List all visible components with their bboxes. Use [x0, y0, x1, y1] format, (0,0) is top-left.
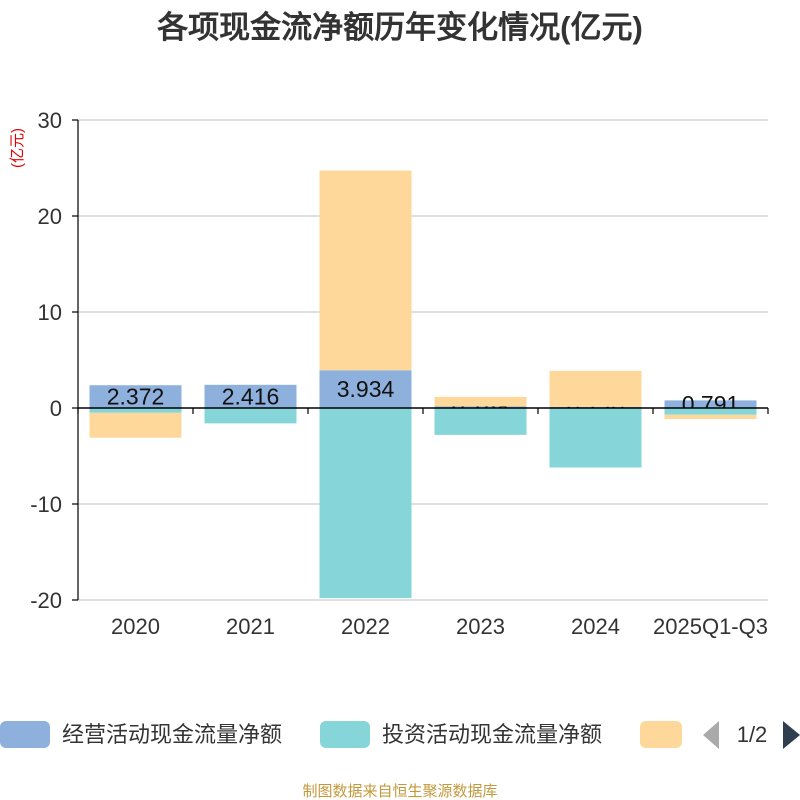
x-tick-label: 2020 — [111, 614, 160, 639]
bar-2020 — [89, 412, 182, 438]
series-investing-bars — [89, 408, 757, 599]
x-tick-label: 2023 — [456, 614, 505, 639]
legend-swatch — [0, 721, 50, 748]
legend-item-operating[interactable]: 经营活动现金流量净额 — [0, 721, 282, 748]
legend-label: 投资活动现金流量净额 — [382, 722, 602, 747]
legend-swatch — [320, 721, 370, 748]
bar-2025Q1-Q3 — [664, 414, 757, 420]
legend-swatch — [640, 721, 682, 748]
bar-2022 — [319, 170, 412, 371]
legend-label: 经营活动现金流量净额 — [62, 722, 282, 747]
x-tick-label: 2022 — [341, 614, 390, 639]
bar-2020 — [89, 385, 182, 408]
y-axis-unit-label: (亿元) — [9, 128, 26, 168]
bar-2024 — [549, 408, 642, 468]
gridlines — [78, 119, 768, 601]
series-third-bars — [89, 170, 757, 438]
bar-2022 — [319, 370, 412, 408]
bar-2021 — [204, 384, 297, 408]
y-tick-label: 10 — [38, 300, 62, 325]
bar-2024 — [549, 370, 642, 407]
y-tick-label: -20 — [30, 588, 62, 613]
bar-2025Q1-Q3 — [664, 408, 757, 415]
bar-2023 — [434, 408, 527, 435]
x-tick-label: 2025Q1-Q3 — [653, 614, 768, 639]
y-tick-label: 0 — [50, 396, 62, 421]
y-tick-label: 20 — [38, 204, 62, 229]
y-tick-label: 30 — [38, 108, 62, 133]
bar-2025Q1-Q3 — [664, 400, 757, 408]
bar-2022 — [319, 408, 412, 599]
legend-prev-page-icon[interactable] — [703, 721, 719, 749]
legend-item-investing[interactable]: 投资活动现金流量净额 — [320, 721, 602, 748]
source-footer: 制图数据来自恒生聚源数据库 — [302, 783, 497, 800]
tick-labels: -20 -10 0 10 20 30 2020 2021 2022 2023 2024 2025Q1-… — [30, 108, 768, 639]
y-tick-label: -10 — [30, 492, 62, 517]
bar-2020 — [89, 408, 182, 413]
x-tick-label: 2024 — [571, 614, 620, 639]
bar-2023 — [434, 406, 527, 408]
x-tick-label: 2021 — [226, 614, 275, 639]
legend-page-indicator: 1/2 — [737, 722, 768, 747]
data-label-2020: 2.372 — [107, 384, 165, 410]
legend: 经营活动现金流量净额 投资活动现金流量净额 1/2 — [0, 721, 800, 749]
data-label-2021: 2.416 — [222, 383, 280, 409]
data-label-2022: 3.934 — [337, 376, 395, 402]
axes — [72, 119, 769, 601]
legend-next-page-icon[interactable] — [783, 721, 800, 749]
bar-2021 — [204, 408, 297, 424]
bar-2023 — [434, 396, 527, 407]
chart-title: 各项现金流净额历年变化情况(亿元) — [156, 10, 643, 45]
series-operating-bars — [89, 370, 757, 408]
legend-item-third[interactable] — [640, 721, 682, 748]
